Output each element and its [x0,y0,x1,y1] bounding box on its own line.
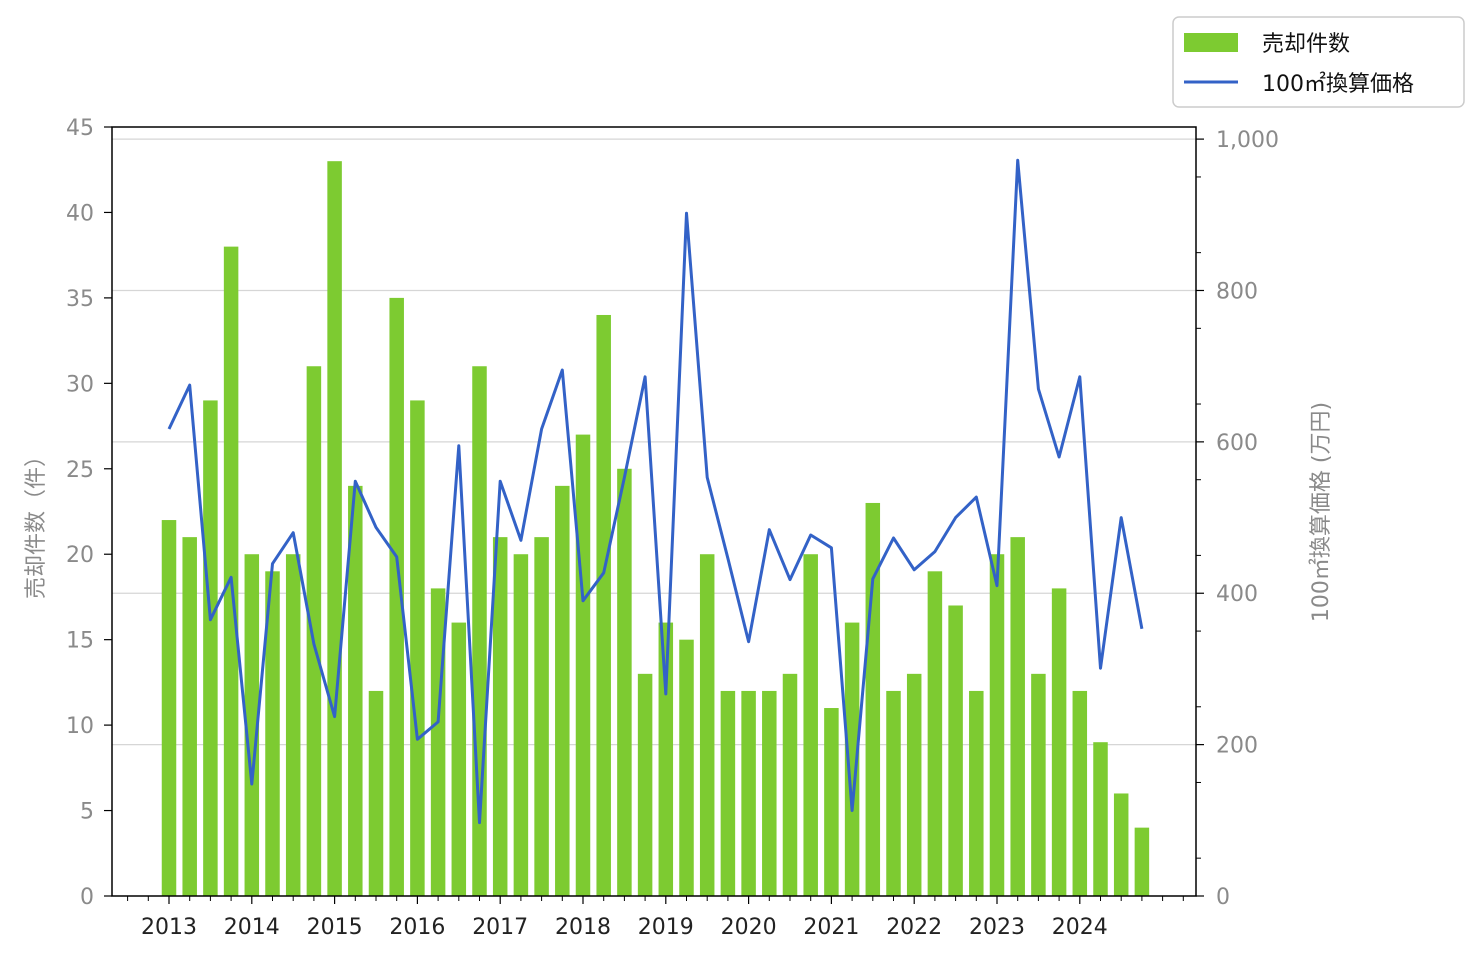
bar [575,434,591,896]
bar [555,485,570,896]
bar [203,400,218,896]
bar [1031,673,1046,896]
bar [244,554,260,896]
left-tick-label: 30 [66,372,94,397]
bar [865,502,881,896]
x-tick-label: 2013 [141,915,197,940]
legend-bar-swatch [1184,33,1238,52]
left-tick-label: 25 [66,458,94,483]
bar [223,246,239,897]
bar [285,554,301,896]
bar [265,571,280,896]
x-tick-label: 2018 [555,915,611,940]
bar [824,708,839,896]
x-tick-label: 2017 [472,915,528,940]
bar [182,537,197,896]
x-tick-label: 2022 [886,915,942,940]
bar [782,673,798,896]
left-axis: 0 5 10 15 20 25 30 35 40 45 [66,116,112,910]
right-tick-label: 200 [1216,734,1258,759]
bar [637,673,653,896]
bar [1010,537,1025,896]
bar [306,366,322,896]
bar [1113,793,1129,896]
legend: 売却件数 100㎡換算価格 [1172,16,1465,108]
x-tick-label: 2021 [803,915,859,940]
bar [741,690,756,896]
bar [410,400,425,896]
right-axis: 0 200 400 600 800 1,000 [1196,128,1279,910]
bar [720,690,736,896]
bar [451,622,467,896]
x-tick-label: 2023 [969,915,1025,940]
left-tick-label: 40 [66,201,94,226]
left-tick-label: 10 [66,714,94,739]
bar [658,622,674,896]
plot-frame [111,126,1197,897]
x-tick-label: 2016 [389,915,445,940]
bar [989,554,1005,896]
right-axis-title: 100㎡換算価格 (万円) [1308,402,1334,622]
bar [389,297,404,896]
bar [844,622,860,896]
left-tick-label: 5 [80,800,94,825]
bar [327,161,342,896]
bar [348,485,363,896]
price-line [167,158,1144,825]
bar [699,554,715,896]
bar [1093,742,1108,896]
x-tick-label: 2015 [307,915,363,940]
bar [803,554,818,896]
bar [1072,690,1088,896]
left-tick-label: 35 [66,287,94,312]
legend-line-label: 100㎡換算価格 [1262,71,1414,97]
bar [906,673,922,896]
bar [886,690,901,896]
x-tick-label: 2020 [721,915,777,940]
right-tick-label: 1,000 [1216,128,1279,153]
left-tick-label: 15 [66,629,94,654]
line-series [167,158,1144,825]
bar [969,690,984,896]
left-tick-label: 0 [80,885,94,910]
bar [762,690,777,896]
bar [513,554,529,896]
bar [492,537,508,896]
bar [534,537,549,896]
bar [927,571,943,896]
plot-border [111,126,1197,897]
bar [161,520,177,896]
left-axis-title: 売却件数（件） [24,445,49,599]
bar [1051,588,1067,896]
bar [1134,827,1150,896]
x-tick-label: 2024 [1052,915,1108,940]
bar [679,639,694,896]
right-tick-label: 800 [1216,279,1258,304]
bar [948,605,963,896]
x-tick-label: 2019 [638,915,694,940]
left-tick-label: 20 [66,543,94,568]
legend-bar-label: 売却件数 [1262,32,1350,57]
right-tick-label: 0 [1216,885,1230,910]
left-tick-label: 45 [66,116,94,141]
bar [617,468,632,896]
right-tick-label: 400 [1216,582,1258,607]
legend-box [1172,16,1465,108]
x-axis: 2013 2014 2015 2016 2017 2018 2019 2020 2021 2022… [127,896,1184,940]
x-tick-label: 2014 [224,915,280,940]
right-tick-label: 600 [1216,431,1258,456]
bar [368,690,384,896]
bar [596,314,611,896]
